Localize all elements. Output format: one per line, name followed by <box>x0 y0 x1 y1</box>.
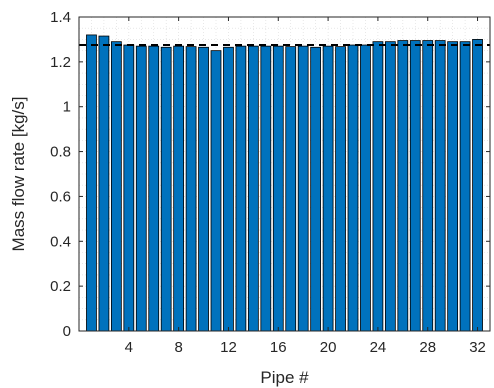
bar-pipe-7 <box>160 46 172 332</box>
x-axis-ticks: 4 8 12 16 20 24 28 32 <box>125 17 486 356</box>
x-tick-label: 32 <box>469 339 486 356</box>
y-tick-label: 0.4 <box>50 233 71 250</box>
bar-pipe-9 <box>185 46 197 332</box>
bar-pipe-22 <box>347 44 359 332</box>
y-tick-label: 0.6 <box>50 188 71 205</box>
y-tick-label: 0.8 <box>50 144 71 161</box>
bar-pipe-6 <box>148 45 160 332</box>
plot-frame <box>78 16 491 332</box>
bar-pipe-30 <box>447 41 459 332</box>
bar-pipe-23 <box>360 44 371 332</box>
y-tick-label: 0.2 <box>50 278 71 295</box>
x-axis-label: Pipe # <box>260 368 309 387</box>
x-tick-label: 24 <box>370 339 387 356</box>
bar-pipe-20 <box>322 45 334 332</box>
bar-pipe-26 <box>397 40 409 332</box>
bar-pipe-1 <box>86 34 97 332</box>
bar-pipe-10 <box>198 46 209 332</box>
y-axis-label: Mass flow rate [kg/s] <box>9 97 28 252</box>
bar-pipe-8 <box>173 45 185 332</box>
x-tick-label: 4 <box>125 339 133 356</box>
y-tick-label: 1 <box>63 99 71 116</box>
bar-pipe-11 <box>210 50 222 332</box>
y-tick-label: 1.4 <box>50 9 71 26</box>
bar-pipe-24 <box>372 41 384 332</box>
bar-pipe-13 <box>235 45 247 332</box>
x-tick-label: 12 <box>220 339 237 356</box>
bar-pipe-4 <box>123 44 135 332</box>
bar-pipe-19 <box>310 46 322 332</box>
y-tick-label: 1.2 <box>50 54 71 71</box>
bar-pipe-32 <box>472 39 483 332</box>
bar-pipe-3 <box>110 41 122 332</box>
bar-pipe-18 <box>297 45 309 332</box>
bar-pipe-16 <box>272 45 284 332</box>
bar-pipe-17 <box>285 46 297 332</box>
x-tick-label: 20 <box>320 339 337 356</box>
y-tick-label: 0 <box>63 323 71 340</box>
bars <box>86 34 483 332</box>
x-tick-label: 8 <box>174 339 182 356</box>
bar-pipe-14 <box>247 45 259 332</box>
x-tick-label: 16 <box>270 339 287 356</box>
bar-pipe-25 <box>384 41 396 332</box>
bar-pipe-28 <box>422 40 434 332</box>
bar-pipe-29 <box>434 40 446 332</box>
bar-pipe-21 <box>335 46 346 332</box>
bar-pipe-2 <box>98 35 110 332</box>
y-axis-ticks: 0 0.2 0.4 0.6 0.8 1 1.2 1.4 <box>50 9 490 340</box>
bar-pipe-27 <box>409 40 421 332</box>
x-tick-label: 28 <box>419 339 436 356</box>
bar-pipe-12 <box>223 46 234 332</box>
bar-pipe-31 <box>459 41 471 332</box>
bar-pipe-5 <box>135 45 147 332</box>
bar-pipe-15 <box>260 45 272 332</box>
